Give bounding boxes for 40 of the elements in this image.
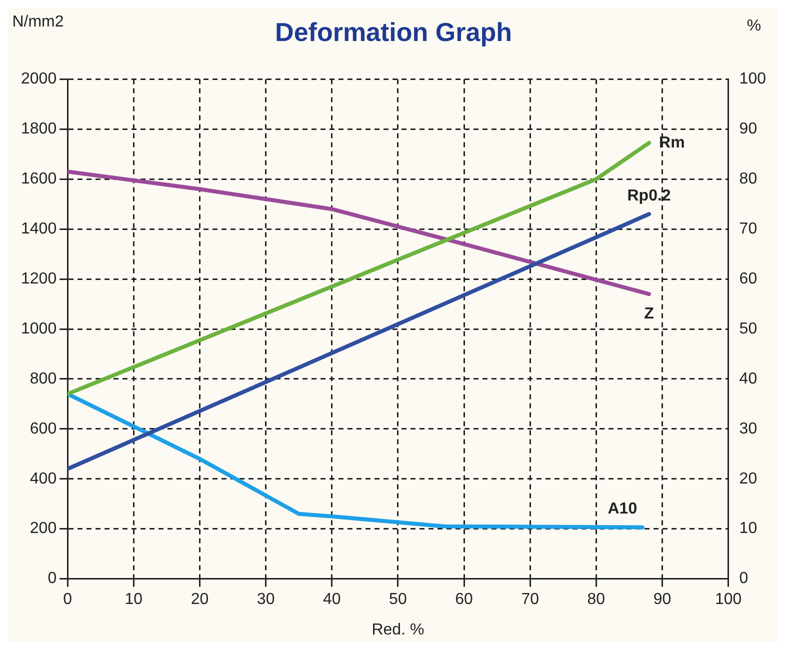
y-tick-label: 1000 — [21, 320, 57, 338]
x-tick-label: 0 — [63, 590, 72, 608]
y2-tick-label: 10 — [739, 520, 758, 538]
y2-tick-label: 40 — [739, 370, 758, 388]
y-tick-label: 0 — [48, 570, 57, 588]
y2-tick-label: 0 — [739, 570, 748, 588]
x-tick-label: 10 — [124, 590, 143, 608]
x-tick-label: 50 — [389, 590, 407, 608]
y2-tick-label: 60 — [739, 270, 758, 288]
x-tick-label: 30 — [256, 590, 275, 608]
series-label: Z — [644, 305, 654, 322]
x-tick-label: 20 — [190, 590, 209, 608]
y-tick-label: 600 — [30, 420, 57, 438]
x-tick-label: 40 — [322, 590, 341, 608]
y-axis-title: N/mm2 — [12, 13, 64, 30]
y2-tick-label: 30 — [739, 420, 758, 438]
y-tick-label: 800 — [30, 370, 57, 388]
y2-axis-title: % — [746, 17, 762, 34]
y2-tick-label: 70 — [739, 220, 758, 238]
y2-tick-label: 100 — [739, 70, 766, 88]
y-tick-label: 1400 — [21, 220, 57, 238]
y-tick-label: 200 — [30, 520, 57, 538]
x-axis-title: Red. % — [372, 621, 424, 638]
y-tick-label: 2000 — [21, 70, 57, 88]
x-tick-label: 100 — [714, 590, 742, 608]
x-tick-label: 90 — [653, 590, 672, 608]
chart-title: Deformation Graph — [275, 16, 512, 47]
y-tick-label: 1800 — [21, 120, 57, 138]
y-tick-label: 1200 — [21, 270, 57, 288]
x-tick-label: 60 — [455, 590, 474, 608]
y-tick-label: 400 — [30, 470, 57, 488]
x-tick-label: 80 — [587, 590, 606, 608]
series-label: Rp0.2 — [627, 188, 671, 204]
y2-tick-label: 90 — [739, 120, 758, 138]
y2-tick-label: 20 — [739, 470, 758, 488]
series-label: A10 — [608, 500, 638, 518]
x-tick-label: 70 — [521, 590, 540, 608]
y2-tick-label: 50 — [739, 320, 758, 338]
y-tick-label: 1600 — [21, 170, 57, 188]
y2-tick-label: 80 — [739, 170, 758, 188]
